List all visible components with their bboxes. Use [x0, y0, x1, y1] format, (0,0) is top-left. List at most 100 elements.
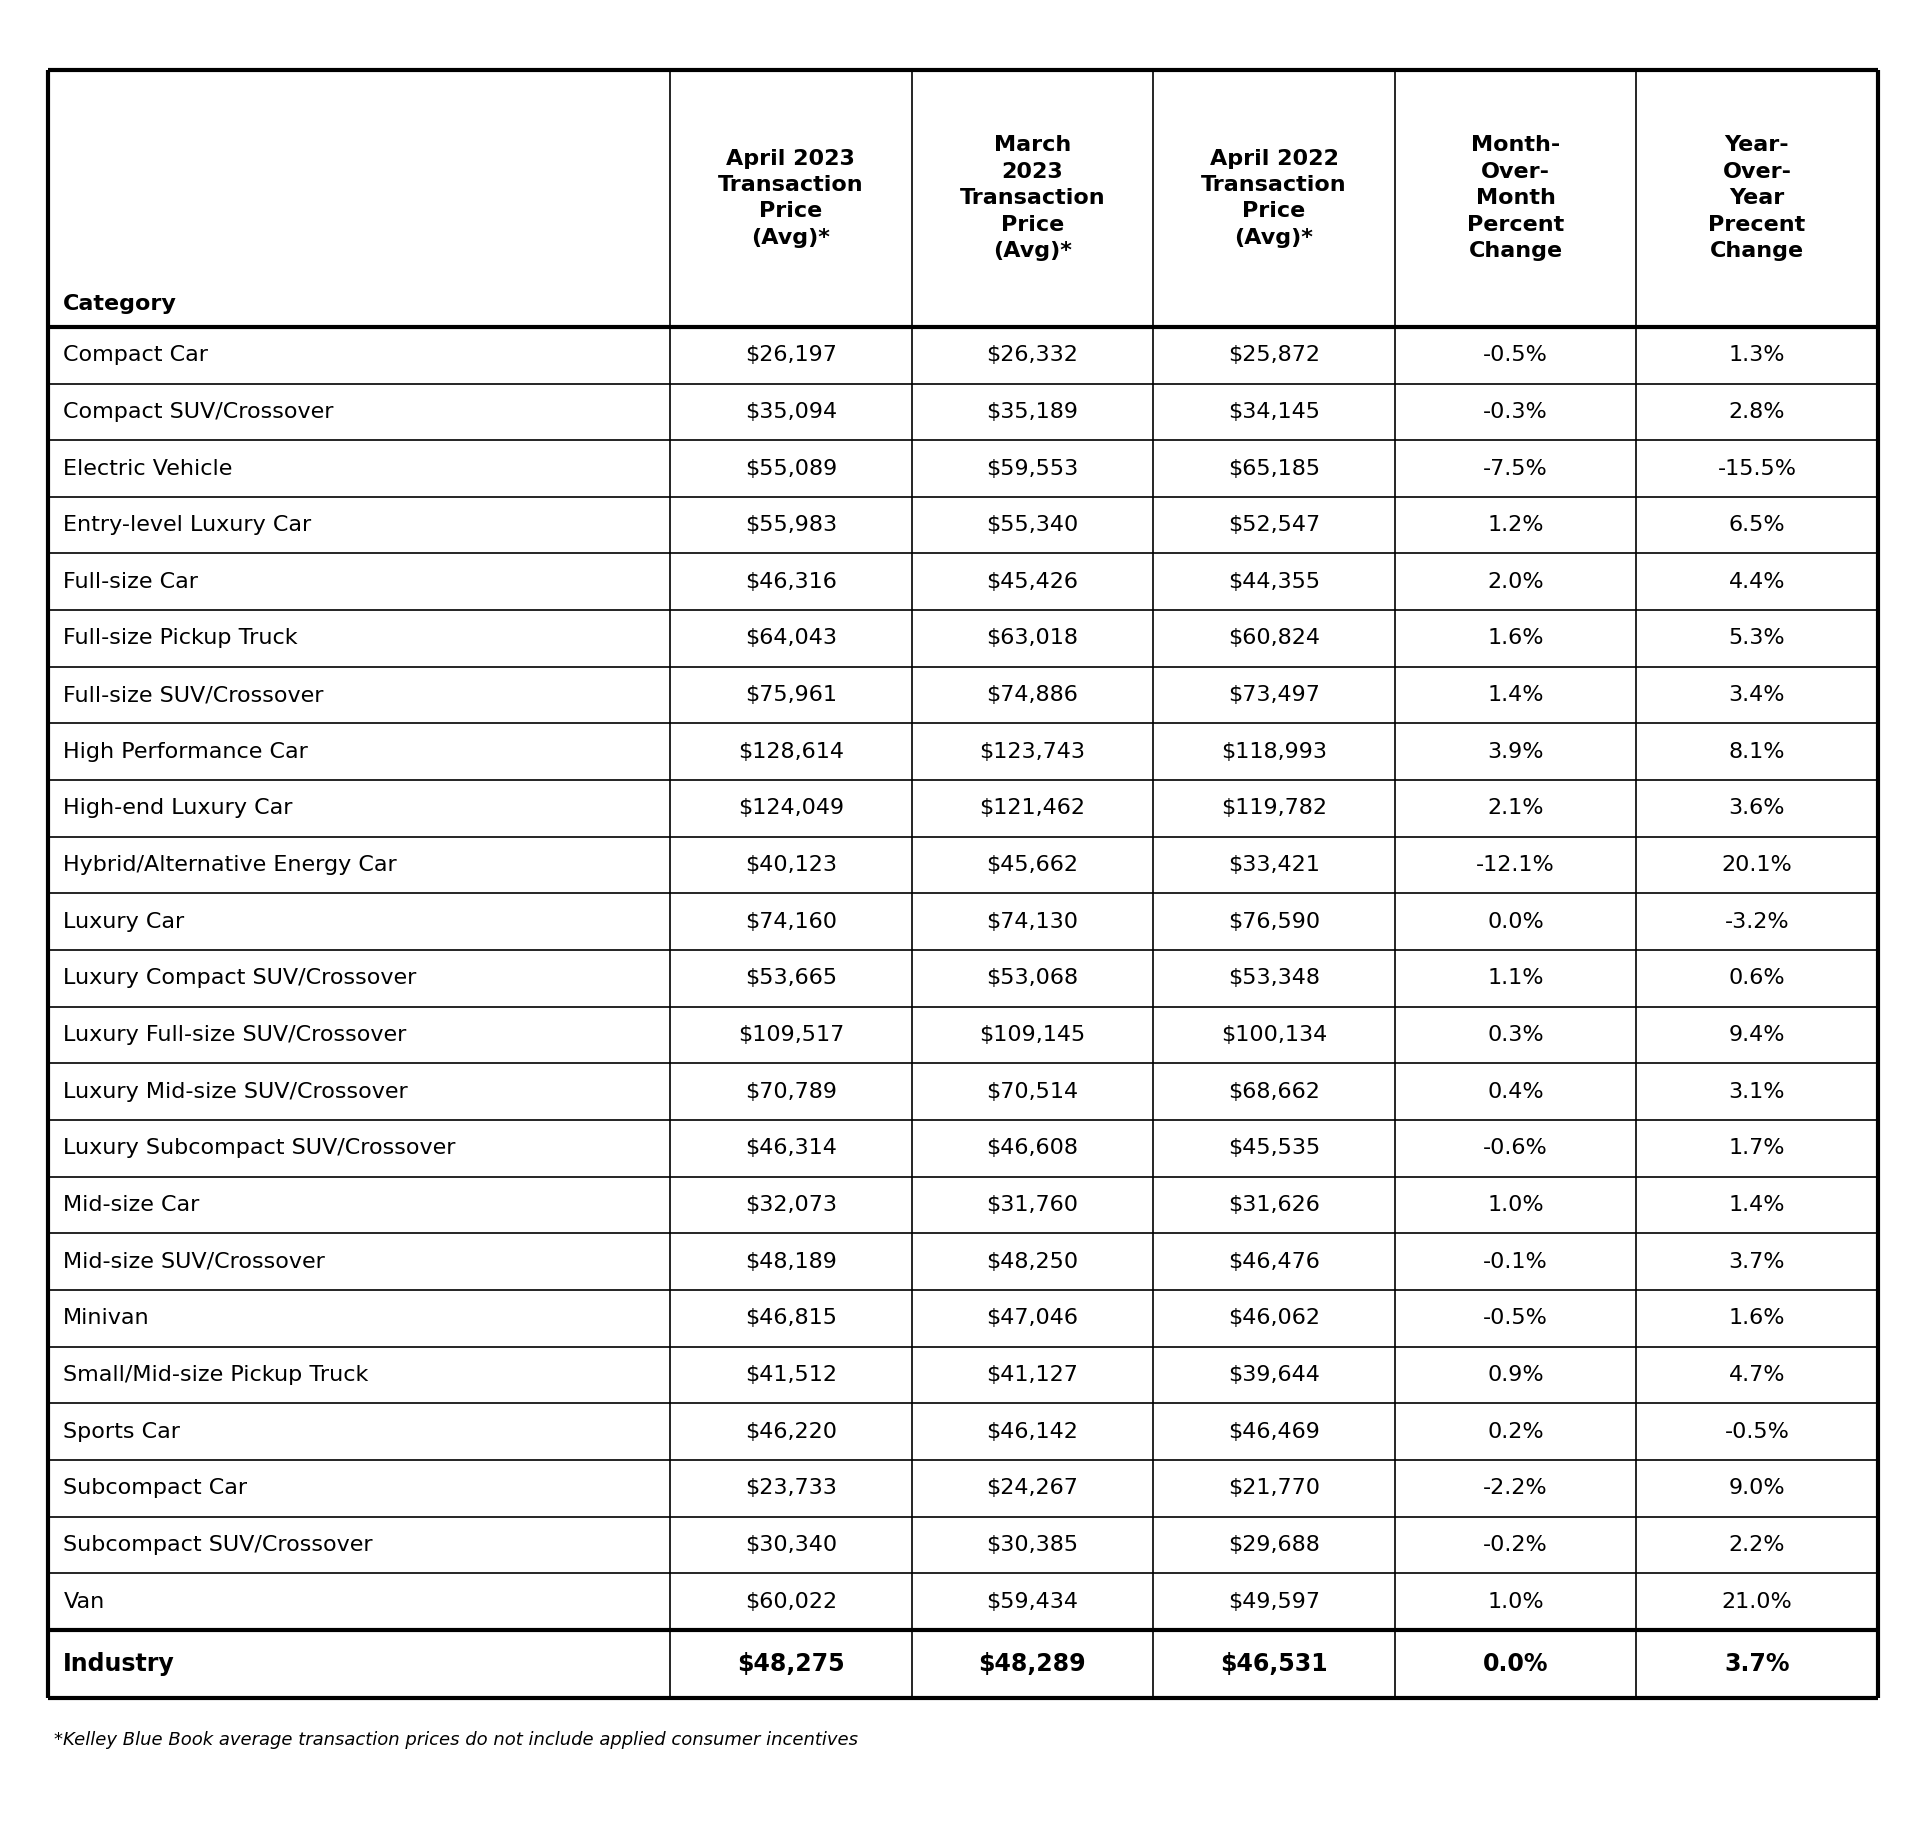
Bar: [48, 1574, 670, 1631]
Text: $70,514: $70,514: [987, 1082, 1079, 1102]
Text: -0.5%: -0.5%: [1724, 1422, 1789, 1442]
Bar: [1154, 780, 1394, 836]
Bar: [48, 496, 670, 553]
Bar: [1636, 893, 1878, 950]
Bar: [912, 1574, 1154, 1631]
Text: $26,332: $26,332: [987, 346, 1079, 366]
Text: 0.0%: 0.0%: [1488, 911, 1544, 931]
Text: $109,517: $109,517: [737, 1025, 845, 1045]
Text: 1.4%: 1.4%: [1728, 1195, 1786, 1215]
Text: $64,043: $64,043: [745, 628, 837, 648]
Text: $46,314: $46,314: [745, 1138, 837, 1158]
Text: -0.3%: -0.3%: [1482, 403, 1548, 423]
Text: $46,469: $46,469: [1229, 1422, 1319, 1442]
Text: 3.6%: 3.6%: [1728, 798, 1786, 818]
Text: $53,348: $53,348: [1229, 968, 1319, 988]
Bar: [670, 1007, 912, 1063]
Bar: [670, 1063, 912, 1120]
Bar: [48, 609, 670, 666]
Text: Subcompact SUV/Crossover: Subcompact SUV/Crossover: [63, 1535, 372, 1556]
Bar: [670, 553, 912, 609]
Bar: [1154, 893, 1394, 950]
Bar: [48, 553, 670, 609]
Text: -0.5%: -0.5%: [1482, 1308, 1548, 1329]
Bar: [1394, 950, 1636, 1006]
Bar: [670, 893, 912, 950]
Bar: [912, 441, 1154, 496]
Bar: [1154, 441, 1394, 496]
Bar: [912, 1007, 1154, 1063]
Bar: [48, 1631, 670, 1698]
Bar: [912, 553, 1154, 609]
Bar: [1154, 836, 1394, 893]
Text: -3.2%: -3.2%: [1724, 911, 1789, 931]
Bar: [1394, 384, 1636, 441]
Text: 1.4%: 1.4%: [1488, 684, 1544, 705]
Text: $45,662: $45,662: [987, 855, 1079, 875]
Text: $60,022: $60,022: [745, 1592, 837, 1612]
Text: $52,547: $52,547: [1229, 516, 1321, 534]
Text: 0.3%: 0.3%: [1488, 1025, 1544, 1045]
Bar: [48, 666, 670, 723]
Bar: [1636, 1460, 1878, 1517]
Bar: [48, 1233, 670, 1290]
Text: Luxury Car: Luxury Car: [63, 911, 184, 931]
Text: Mid-size Car: Mid-size Car: [63, 1195, 200, 1215]
Text: $74,160: $74,160: [745, 911, 837, 931]
Bar: [670, 1290, 912, 1347]
Text: $40,123: $40,123: [745, 855, 837, 875]
Text: $25,872: $25,872: [1229, 346, 1319, 366]
Text: 1.3%: 1.3%: [1728, 346, 1786, 366]
Bar: [912, 1290, 1154, 1347]
Bar: [1636, 384, 1878, 441]
Bar: [912, 666, 1154, 723]
Text: 0.9%: 0.9%: [1488, 1365, 1544, 1385]
Text: 3.7%: 3.7%: [1728, 1252, 1786, 1272]
Bar: [912, 1120, 1154, 1177]
Text: $48,289: $48,289: [979, 1652, 1087, 1676]
Text: $48,189: $48,189: [745, 1252, 837, 1272]
Text: $73,497: $73,497: [1229, 684, 1319, 705]
Text: $123,743: $123,743: [979, 741, 1085, 761]
Text: $55,340: $55,340: [987, 516, 1079, 534]
Bar: [1636, 1347, 1878, 1404]
Text: Compact SUV/Crossover: Compact SUV/Crossover: [63, 403, 334, 423]
Bar: [48, 893, 670, 950]
Bar: [1394, 496, 1636, 553]
Text: 0.2%: 0.2%: [1488, 1422, 1544, 1442]
Bar: [1636, 1517, 1878, 1574]
Bar: [1394, 1233, 1636, 1290]
Bar: [1394, 1460, 1636, 1517]
Text: $46,316: $46,316: [745, 571, 837, 591]
Text: 9.4%: 9.4%: [1728, 1025, 1786, 1045]
Text: $119,782: $119,782: [1221, 798, 1327, 818]
Text: $34,145: $34,145: [1229, 403, 1319, 423]
Bar: [1394, 1063, 1636, 1120]
Text: $121,462: $121,462: [979, 798, 1085, 818]
Bar: [48, 441, 670, 496]
Text: -0.1%: -0.1%: [1482, 1252, 1548, 1272]
Bar: [670, 328, 912, 384]
Text: $49,597: $49,597: [1229, 1592, 1319, 1612]
Bar: [1154, 328, 1394, 384]
Text: Full-size Pickup Truck: Full-size Pickup Truck: [63, 628, 298, 648]
Text: $46,815: $46,815: [745, 1308, 837, 1329]
Text: Small/Mid-size Pickup Truck: Small/Mid-size Pickup Truck: [63, 1365, 369, 1385]
Bar: [670, 1233, 912, 1290]
Bar: [1154, 1290, 1394, 1347]
Text: $60,824: $60,824: [1229, 628, 1319, 648]
Bar: [48, 950, 670, 1006]
Bar: [48, 780, 670, 836]
Bar: [1636, 836, 1878, 893]
Text: -0.2%: -0.2%: [1482, 1535, 1548, 1556]
Bar: [48, 1347, 670, 1404]
Text: Industry: Industry: [63, 1652, 175, 1676]
Bar: [912, 1233, 1154, 1290]
Bar: [1394, 1574, 1636, 1631]
Bar: [1154, 666, 1394, 723]
Bar: [670, 1120, 912, 1177]
Bar: [912, 328, 1154, 384]
Bar: [1394, 1347, 1636, 1404]
Bar: [670, 496, 912, 553]
Bar: [1394, 553, 1636, 609]
